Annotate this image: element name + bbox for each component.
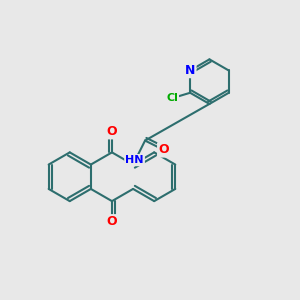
Text: O: O bbox=[158, 143, 169, 156]
Text: Cl: Cl bbox=[166, 93, 178, 103]
Text: O: O bbox=[107, 125, 117, 138]
Text: O: O bbox=[107, 215, 117, 228]
Text: HN: HN bbox=[125, 155, 144, 165]
Text: N: N bbox=[185, 64, 195, 77]
